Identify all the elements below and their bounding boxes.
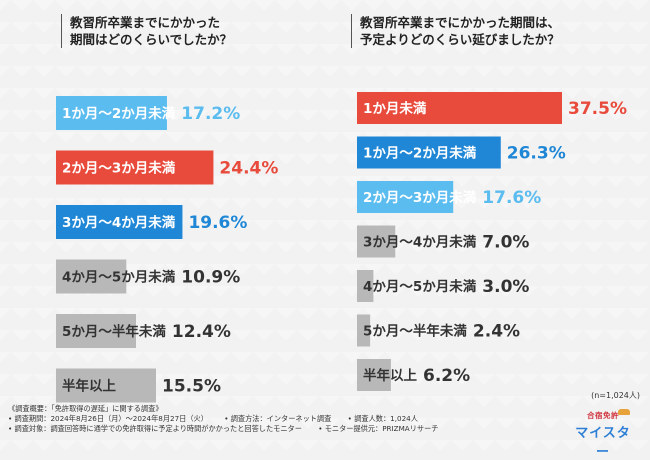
footer-target: • 調査対象：調査回答時に通学での免許取得に予定より時間がかかったと回答したモニ… [8, 424, 302, 433]
chart2-value-label-5: 3.0% [482, 277, 529, 297]
left-chart-title: 教習所卒業までにかかった 期間はどのくらいでしたか？ [61, 14, 310, 48]
brand-logo: 合宿免許 マイスター [570, 409, 636, 460]
chart1-category-label-4: 4か月〜5か月未満 [62, 269, 176, 286]
right-chart-title: 教習所卒業までにかかった期間は、 予定よりどのくらい延びましたか？ [351, 14, 640, 48]
chart1-value-label-4: 10.9% [181, 268, 240, 288]
logo-title: マイスター [575, 426, 631, 460]
chart1-bar-1 [56, 96, 167, 130]
chart1-category-label-1: 1か月〜2か月未満 [62, 105, 176, 122]
chart1-bar-6 [56, 368, 156, 403]
right-title-line-1: 教習所卒業までにかかった期間は、 [360, 15, 561, 30]
right-title-line-2: 予定よりどのくらい延びましたか？ [360, 32, 560, 47]
footer-provider: • モニター提供元：PRIZMAリサーチ [318, 424, 439, 433]
chart1-category-label-5: 5か月〜半年未満 [62, 323, 166, 340]
chart2-category-label-1: 1か月未満 [363, 100, 427, 117]
chart2-value-label-2: 26.3% [507, 144, 566, 164]
footer-method: • 調査方法：インターネット調査 [224, 414, 332, 423]
chart1-category-label-3: 3か月〜4か月未満 [62, 214, 176, 231]
footer-period: • 調査期間：2024年8月26日（月）～2024年8月27日（火） [8, 414, 208, 423]
left-title-line-2: 期間はどのくらいでしたか？ [70, 32, 233, 47]
chart2-value-label-4: 7.0% [482, 233, 529, 253]
chart2-category-label-6: 5か月〜半年未満 [363, 323, 467, 340]
chart2-bar-5 [357, 270, 374, 302]
chart2-bar-3 [357, 181, 454, 213]
footer-count: • 調査人数：1,024人 [347, 414, 418, 423]
chart1-bar-5 [56, 314, 136, 348]
chart2-category-label-7: 半年以上 [363, 367, 417, 384]
sample-size: (n=1,024人) [591, 391, 640, 400]
bar-charts: 1か月〜2か月未満 17.2% 2か月〜3か月未満 24.4% 3か月〜4か月未満 19.… [56, 92, 627, 403]
chart1-category-label-6: 半年以上 [62, 378, 116, 395]
chart1-value-label-6: 15.5% [162, 377, 221, 397]
chart1-bar-2 [56, 150, 214, 185]
left-title-line-1: 教習所卒業までにかかった [70, 15, 221, 30]
chart2-bar-2 [357, 136, 501, 169]
chart2-bar-4 [357, 225, 396, 258]
chart1-value-label-2: 24.4% [219, 159, 278, 179]
survey-footer: 《調査概要：「免許取得の遅延」に関する調査》 • 調査期間：2024年8月26日… [8, 404, 438, 434]
chart2-bar-7 [357, 359, 391, 391]
chart1-category-label-2: 2か月〜3か月未満 [62, 160, 176, 177]
chart2-value-label-3: 17.6% [482, 188, 541, 208]
chart1-value-label-5: 12.4% [172, 322, 231, 342]
chart2-category-label-4: 3か月〜4か月未満 [363, 234, 477, 251]
car-icon [618, 409, 630, 415]
chart2-value-label-1: 37.5% [568, 99, 627, 119]
chart2-value-label-6: 2.4% [473, 322, 520, 342]
logo-subtitle: 合宿免許 [587, 411, 619, 420]
chart2-bar-1 [357, 92, 562, 124]
chart1-bar-4 [56, 259, 127, 294]
chart1-value-label-1: 17.2% [181, 104, 240, 124]
chart2-category-label-3: 2か月〜3か月未満 [363, 189, 477, 206]
chart2-category-label-5: 4か月〜5か月未満 [363, 278, 477, 295]
chart2-category-label-2: 1か月〜2か月未満 [363, 145, 477, 162]
chart1-value-label-3: 19.6% [188, 213, 247, 233]
footer-heading: 《調査概要：「免許取得の遅延」に関する調査》 [8, 404, 163, 413]
chart2-value-label-7: 6.2% [423, 366, 470, 386]
chart1-bar-3 [56, 205, 183, 239]
chart2-bar-6 [357, 314, 371, 347]
